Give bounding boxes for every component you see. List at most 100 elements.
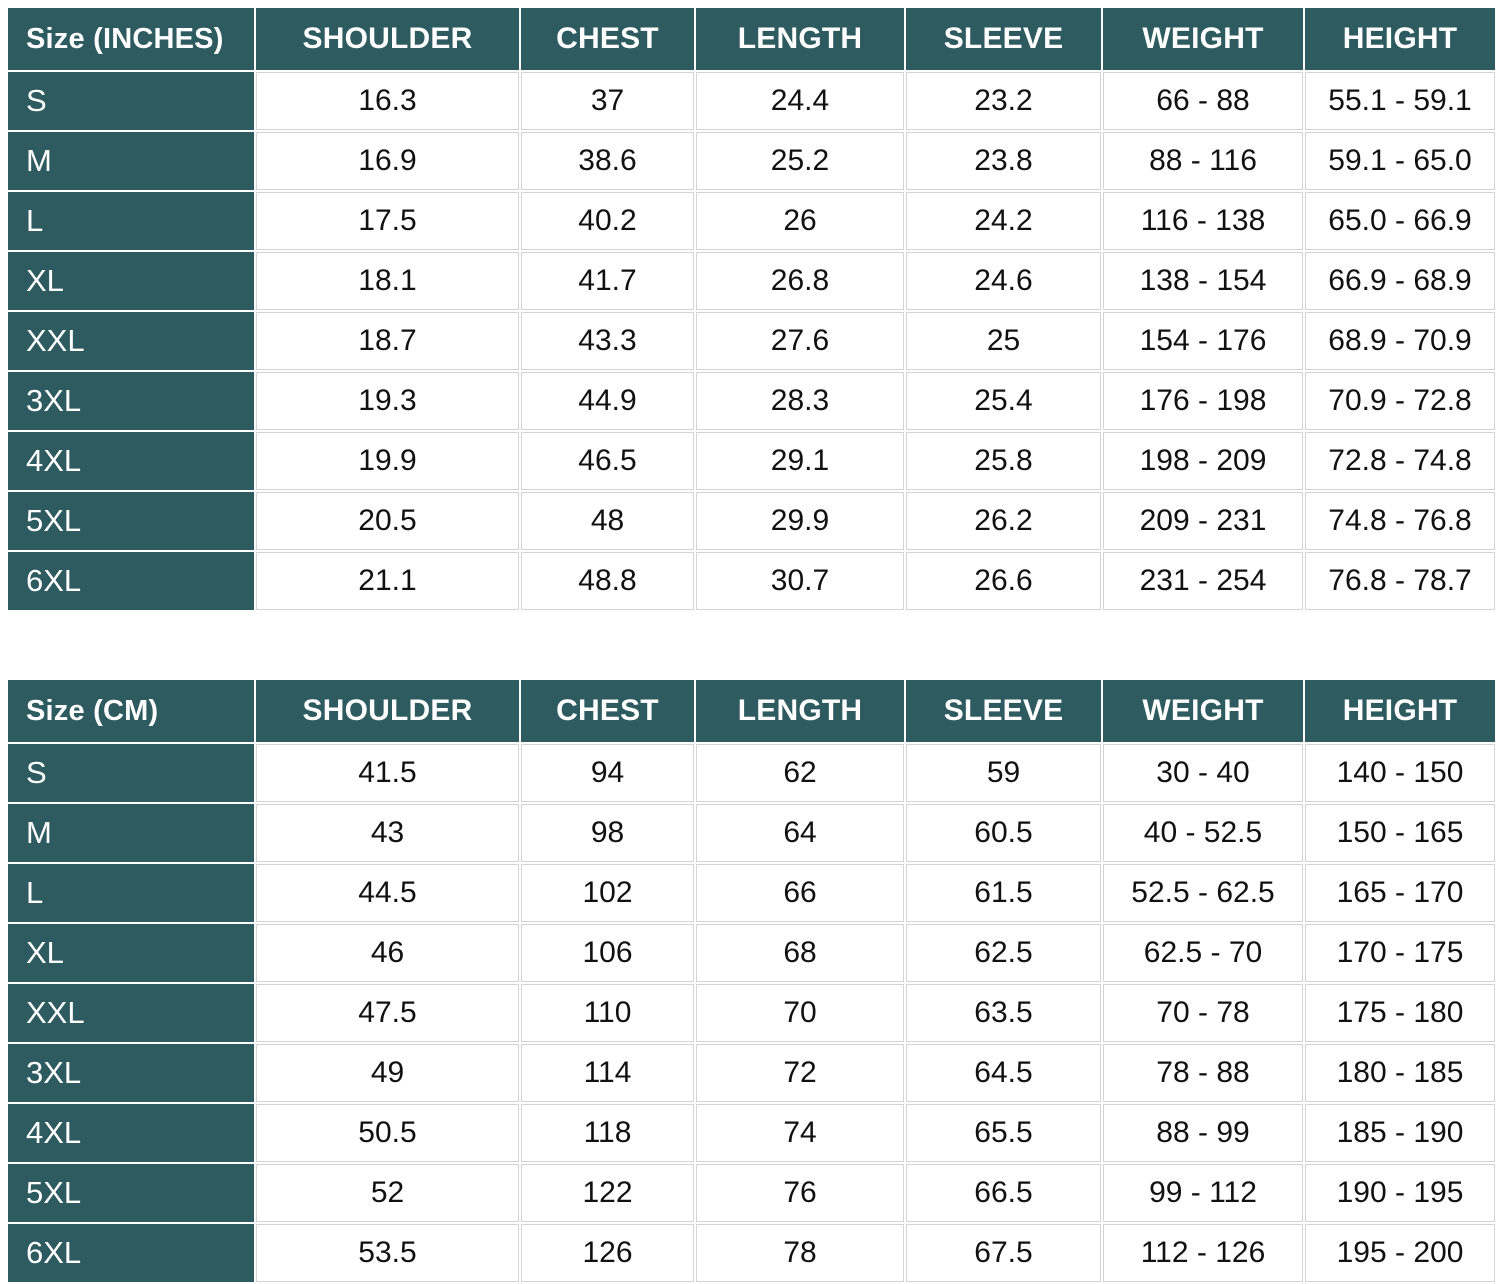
row-size-label: 5XL [8,492,254,550]
cell-shoulder: 47.5 [256,984,519,1042]
table-row: S 16.3 37 24.4 23.2 66 - 88 55.1 - 59.1 [8,72,1495,130]
column-header-height: HEIGHT [1305,8,1495,70]
table-row: 4XL 19.9 46.5 29.1 25.8 198 - 209 72.8 -… [8,432,1495,490]
cell-sleeve: 26.6 [906,552,1101,610]
cell-shoulder: 21.1 [256,552,519,610]
cell-height: 150 - 165 [1305,804,1495,862]
cell-chest: 44.9 [521,372,694,430]
row-size-label: M [8,132,254,190]
column-header-weight: WEIGHT [1103,680,1303,742]
row-size-label: 6XL [8,552,254,610]
row-size-label: 3XL [8,1044,254,1102]
cell-chest: 110 [521,984,694,1042]
cell-chest: 48 [521,492,694,550]
cell-weight: 66 - 88 [1103,72,1303,130]
table-row: M 43 98 64 60.5 40 - 52.5 150 - 165 [8,804,1495,862]
cell-length: 62 [696,744,904,802]
cell-weight: 70 - 78 [1103,984,1303,1042]
cell-length: 29.1 [696,432,904,490]
cell-weight: 78 - 88 [1103,1044,1303,1102]
inches-table-body: S 16.3 37 24.4 23.2 66 - 88 55.1 - 59.1 … [8,72,1495,610]
cell-weight: 30 - 40 [1103,744,1303,802]
cell-chest: 114 [521,1044,694,1102]
row-size-label: 6XL [8,1224,254,1282]
cell-height: 66.9 - 68.9 [1305,252,1495,310]
cell-shoulder: 41.5 [256,744,519,802]
cell-length: 29.9 [696,492,904,550]
column-header-sleeve: SLEEVE [906,680,1101,742]
cell-chest: 98 [521,804,694,862]
column-header-size: Size (INCHES) [8,8,254,70]
table-row: 3XL 19.3 44.9 28.3 25.4 176 - 198 70.9 -… [8,372,1495,430]
cell-sleeve: 25.8 [906,432,1101,490]
cell-length: 68 [696,924,904,982]
cell-length: 64 [696,804,904,862]
cell-sleeve: 23.2 [906,72,1101,130]
cell-weight: 52.5 - 62.5 [1103,864,1303,922]
cell-height: 175 - 180 [1305,984,1495,1042]
cell-height: 70.9 - 72.8 [1305,372,1495,430]
row-size-label: L [8,192,254,250]
cell-shoulder: 53.5 [256,1224,519,1282]
cell-length: 24.4 [696,72,904,130]
cell-weight: 154 - 176 [1103,312,1303,370]
cell-height: 72.8 - 74.8 [1305,432,1495,490]
cell-length: 76 [696,1164,904,1222]
cell-sleeve: 67.5 [906,1224,1101,1282]
size-chart-cm-table: Size (CM) SHOULDER CHEST LENGTH SLEEVE W… [6,678,1497,1284]
size-chart-inches-table: Size (INCHES) SHOULDER CHEST LENGTH SLEE… [6,6,1497,612]
cell-length: 26.8 [696,252,904,310]
row-size-label: XL [8,252,254,310]
table-row: L 44.5 102 66 61.5 52.5 - 62.5 165 - 170 [8,864,1495,922]
cell-shoulder: 49 [256,1044,519,1102]
cell-height: 185 - 190 [1305,1104,1495,1162]
row-size-label: S [8,72,254,130]
row-size-label: 4XL [8,1104,254,1162]
cell-height: 74.8 - 76.8 [1305,492,1495,550]
column-header-size: Size (CM) [8,680,254,742]
cell-sleeve: 64.5 [906,1044,1101,1102]
cell-weight: 62.5 - 70 [1103,924,1303,982]
cell-chest: 122 [521,1164,694,1222]
column-header-weight: WEIGHT [1103,8,1303,70]
cell-weight: 176 - 198 [1103,372,1303,430]
cell-weight: 112 - 126 [1103,1224,1303,1282]
cell-height: 55.1 - 59.1 [1305,72,1495,130]
cm-table-header: Size (CM) SHOULDER CHEST LENGTH SLEEVE W… [8,680,1495,742]
cell-sleeve: 25.4 [906,372,1101,430]
cell-chest: 94 [521,744,694,802]
cell-height: 190 - 195 [1305,1164,1495,1222]
cell-shoulder: 18.7 [256,312,519,370]
cell-chest: 106 [521,924,694,982]
cell-chest: 126 [521,1224,694,1282]
cell-height: 140 - 150 [1305,744,1495,802]
table-row: S 41.5 94 62 59 30 - 40 140 - 150 [8,744,1495,802]
column-header-shoulder: SHOULDER [256,8,519,70]
cell-sleeve: 66.5 [906,1164,1101,1222]
table-row: 6XL 21.1 48.8 30.7 26.6 231 - 254 76.8 -… [8,552,1495,610]
column-header-sleeve: SLEEVE [906,8,1101,70]
table-row: 5XL 52 122 76 66.5 99 - 112 190 - 195 [8,1164,1495,1222]
row-size-label: M [8,804,254,862]
cell-height: 195 - 200 [1305,1224,1495,1282]
column-header-shoulder: SHOULDER [256,680,519,742]
cell-chest: 38.6 [521,132,694,190]
cell-shoulder: 43 [256,804,519,862]
cell-shoulder: 19.9 [256,432,519,490]
cell-length: 74 [696,1104,904,1162]
cell-length: 30.7 [696,552,904,610]
cell-shoulder: 20.5 [256,492,519,550]
cell-shoulder: 46 [256,924,519,982]
column-header-length: LENGTH [696,680,904,742]
row-size-label: XXL [8,984,254,1042]
column-header-height: HEIGHT [1305,680,1495,742]
cell-shoulder: 16.9 [256,132,519,190]
cell-weight: 209 - 231 [1103,492,1303,550]
cell-chest: 41.7 [521,252,694,310]
cell-shoulder: 52 [256,1164,519,1222]
cell-length: 27.6 [696,312,904,370]
header-row: Size (CM) SHOULDER CHEST LENGTH SLEEVE W… [8,680,1495,742]
cell-height: 165 - 170 [1305,864,1495,922]
